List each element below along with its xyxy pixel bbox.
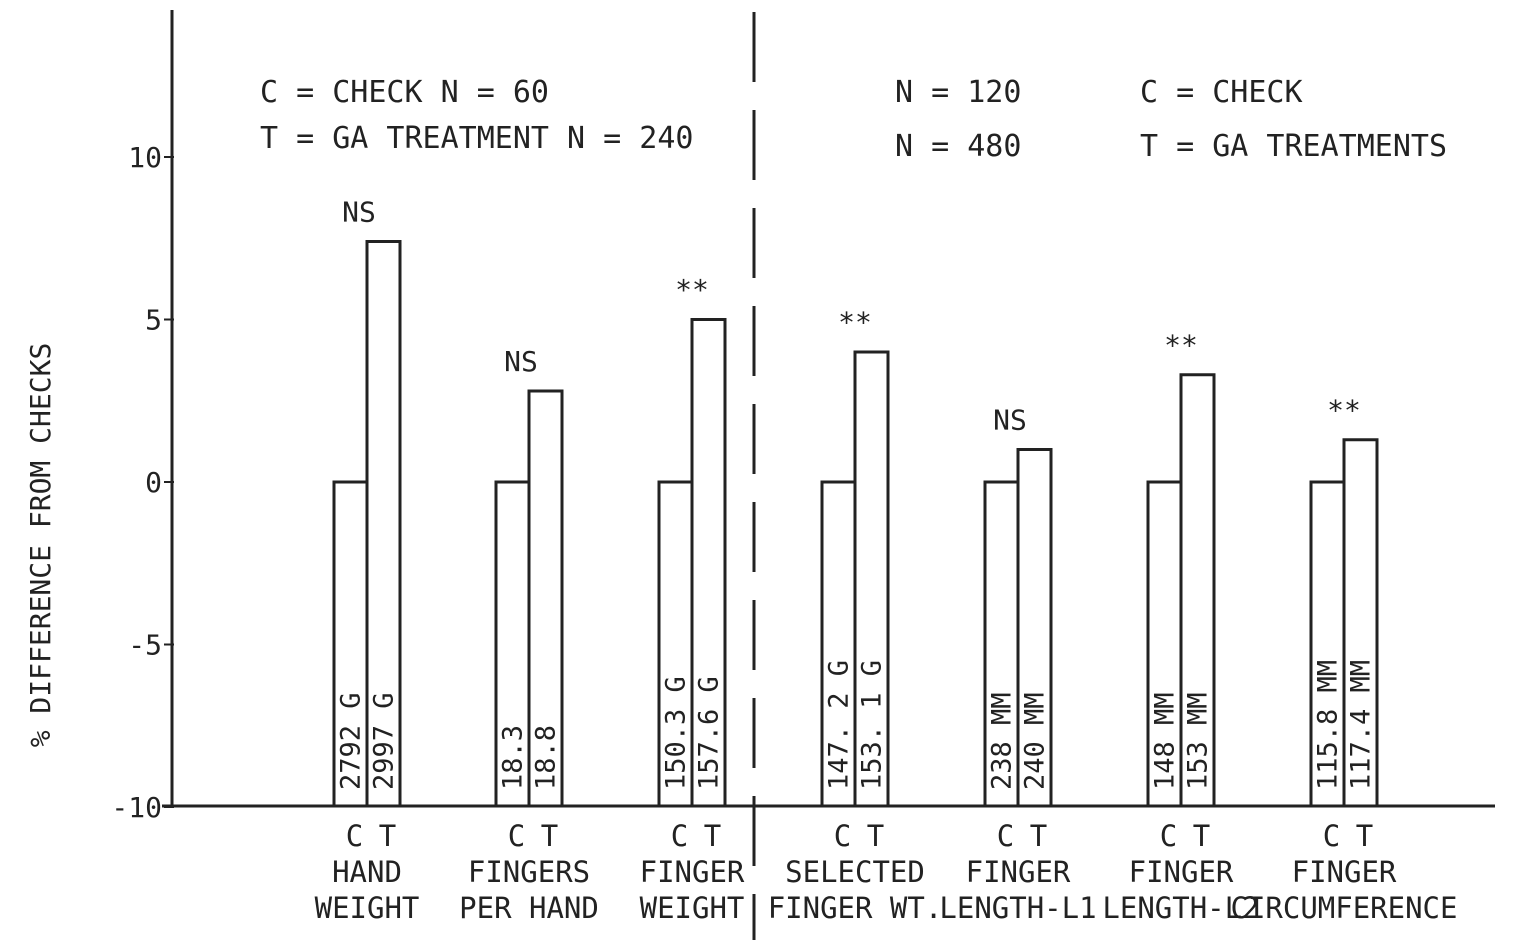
bar-letter-label: C (1160, 819, 1177, 853)
legend-right-key-line-2: T = GA TREATMENTS (1140, 129, 1447, 164)
y-tick-label: 5 (145, 304, 162, 337)
legend: C = CHECK N = 60 T = GA TREATMENT N = 24… (260, 75, 1447, 164)
category-label: CIRCUMFERENCE (1231, 891, 1458, 925)
category-label: FINGER (1292, 855, 1397, 889)
treatment-value-label: 240 MM (1020, 692, 1051, 790)
bar-letter-label: C (346, 819, 363, 853)
category-label: PER HAND (459, 891, 599, 925)
bar-letter-label: T (1193, 819, 1210, 853)
bar-letter-label: T (867, 819, 884, 853)
legend-right-n-line-1: N = 120 (895, 75, 1021, 110)
significance-label: NS (504, 345, 538, 378)
category-label: WEIGHT (640, 891, 745, 925)
check-value-label: 150.3 G (661, 676, 692, 790)
treatment-value-label: 18.8 (531, 725, 562, 790)
category-label: FINGER (966, 855, 1071, 889)
category-label: FINGER (1129, 855, 1234, 889)
treatment-bar (853, 350, 890, 808)
check-value-label: 147. 2 G (824, 660, 855, 790)
bar-letter-label: T (541, 819, 558, 853)
check-value-label: 238 MM (987, 692, 1018, 790)
bar-letter-label: C (834, 819, 851, 853)
category-label: LENGTH-L1 (939, 891, 1096, 925)
check-bar (820, 480, 857, 808)
significance-label: NS (993, 404, 1027, 437)
bar-letter-label: T (1356, 819, 1373, 853)
treatment-value-label: 157.6 G (694, 676, 725, 790)
treatment-bar (1016, 448, 1053, 808)
treatment-value-label: 2997 G (369, 692, 400, 790)
treatment-bar (1342, 438, 1379, 808)
check-bar (332, 480, 369, 808)
check-bar (494, 480, 531, 808)
check-bar (983, 480, 1020, 808)
category-label: FINGER WT. (768, 891, 943, 925)
bar-letter-label: C (508, 819, 525, 853)
category-label: WEIGHT (315, 891, 420, 925)
check-value-label: 18.3 (498, 725, 529, 790)
check-bar (657, 480, 694, 808)
treatment-bar (527, 389, 564, 808)
check-value-label: 2792 G (336, 692, 367, 790)
treatment-value-label: 153. 1 G (857, 660, 888, 790)
legend-right-key-line-1: C = CHECK (1140, 75, 1303, 110)
y-tick-label: -10 (111, 791, 162, 824)
y-tick-label: -5 (128, 629, 162, 662)
treatment-bar (365, 240, 402, 808)
significance-label: ** (838, 306, 872, 339)
check-bar (1146, 480, 1183, 808)
bar-letter-label: C (671, 819, 688, 853)
check-bar (1309, 480, 1346, 808)
legend-right-n-line-2: N = 480 (895, 129, 1021, 164)
treatment-value-label: 117.4 MM (1346, 660, 1377, 790)
category-label: FINGERS (468, 855, 590, 889)
category-label: HAND (332, 855, 402, 889)
treatment-bar (1179, 373, 1216, 808)
legend-left-line-1: C = CHECK N = 60 (260, 75, 549, 110)
bar-letter-label: T (704, 819, 721, 853)
bar-letter-label: C (1323, 819, 1340, 853)
significance-label: ** (1327, 394, 1361, 427)
treatment-value-label: 153 MM (1183, 692, 1214, 790)
y-tick-label: 10 (128, 141, 162, 174)
treatment-bar (690, 318, 727, 808)
bar-letter-label: T (379, 819, 396, 853)
significance-label: ** (675, 274, 709, 307)
bar-letter-label: C (997, 819, 1014, 853)
y-axis-label: % DIFFERENCE FROM CHECKS (24, 343, 57, 748)
bar-letter-label: T (1030, 819, 1047, 853)
significance-label: NS (342, 196, 376, 229)
category-label: LENGTH-L2 (1102, 891, 1259, 925)
legend-left-line-2: T = GA TREATMENT N = 240 (260, 121, 693, 156)
category-label: FINGER (640, 855, 745, 889)
check-value-label: 148 MM (1150, 692, 1181, 790)
y-ticks: 10 5 0 -5 -10 (111, 141, 174, 824)
significance-label: ** (1164, 329, 1198, 362)
y-tick-label: 0 (145, 466, 162, 499)
check-value-label: 115.8 MM (1313, 660, 1344, 790)
category-label: SELECTED (785, 855, 925, 889)
